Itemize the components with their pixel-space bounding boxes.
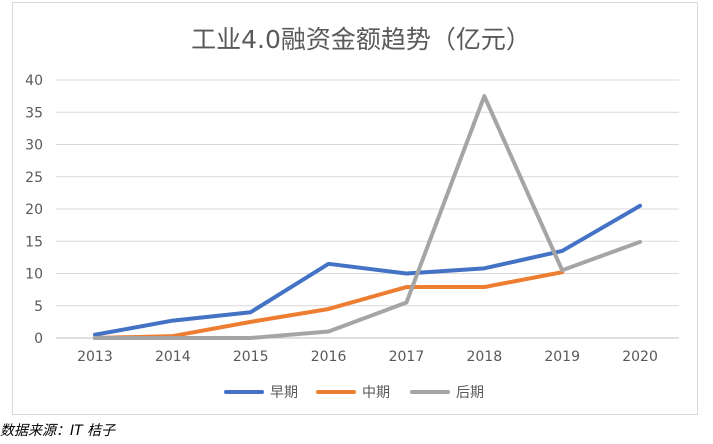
legend: 早期 中期 后期 [224,385,484,401]
y-tick-label: 25 [25,170,43,186]
x-tick-label: 2019 [544,349,580,365]
y-tick-label: 5 [34,299,43,315]
y-tick-label: 10 [25,267,43,283]
gridlines [56,79,679,339]
x-tick-label: 2018 [466,349,502,365]
x-tick-label: 2015 [233,349,269,365]
y-tick-label: 0 [34,331,43,347]
x-tick-label: 2017 [389,349,425,365]
series-line-2 [92,94,643,340]
x-axis-ticks: 2013 2014 2015 2016 2017 2018 2019 2020 [77,349,658,365]
y-tick-label: 20 [25,202,43,218]
series-lines [92,94,643,340]
y-tick-label: 15 [25,234,43,250]
y-axis-ticks: 0 5 10 15 20 25 30 35 40 [25,73,43,347]
y-tick-label: 30 [25,138,43,154]
series-line-0 [92,203,643,337]
series-line-1 [92,270,565,340]
legend-label: 后期 [456,385,484,401]
legend-label: 中期 [362,385,390,401]
x-tick-label: 2020 [622,349,658,365]
y-tick-label: 35 [25,105,43,121]
x-tick-label: 2014 [155,349,191,365]
y-tick-label: 40 [25,73,43,89]
source-note: 数据来源：IT 桔子 [0,423,116,439]
chart-frame: 工业4.0融资金额趋势（亿元） 0 5 10 15 20 25 30 35 40 2013 201… [12,2,698,415]
legend-label: 早期 [270,385,298,401]
chart-title: 工业4.0融资金额趋势（亿元） [191,25,531,54]
x-tick-label: 2016 [311,349,347,365]
x-tick-label: 2013 [77,349,113,365]
